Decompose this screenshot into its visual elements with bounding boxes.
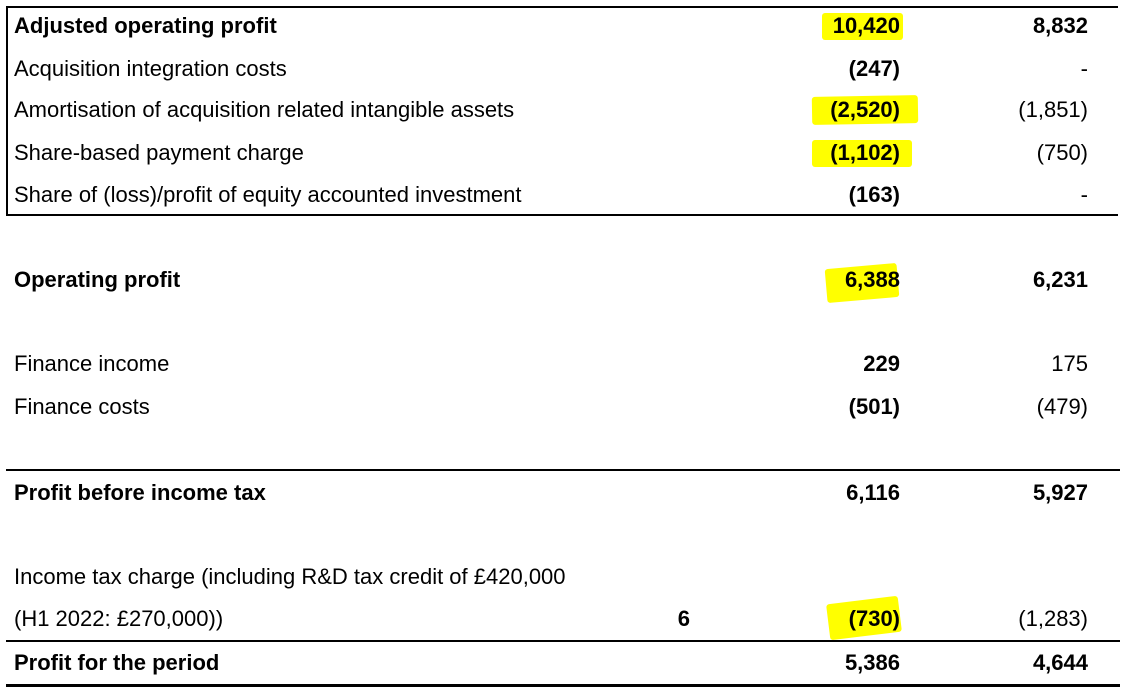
row-label: Operating profit (14, 267, 181, 292)
prior-period-value: 6,231 (1032, 267, 1088, 292)
row-label: Adjusted operating profit (14, 13, 277, 38)
note-reference: 6 (677, 606, 690, 631)
table-row: Finance income 229 175 (0, 346, 1121, 382)
current-period-value: 229 (863, 351, 900, 376)
rule-above-profit-for-period (6, 640, 1120, 642)
current-period-value: 5,386 (844, 650, 900, 675)
rule-below-profit-for-period (6, 684, 1120, 687)
table-row: Finance costs (501) (479) (0, 389, 1121, 425)
current-period-value: (730) (848, 606, 900, 631)
row-label: Profit before income tax (14, 480, 266, 505)
current-period-value: 6,116 (846, 480, 900, 505)
current-period-value: (163) (848, 182, 900, 207)
current-period-value: (2,520) (830, 97, 900, 122)
table-row: (H1 2022: £270,000)) 6 (730) (1,283) (0, 601, 1121, 637)
highlight-mark (822, 13, 903, 40)
row-label: Amortisation of acquisition related inta… (14, 97, 515, 122)
prior-period-value: 8,832 (1032, 13, 1088, 38)
current-period-value: 10,420 (832, 13, 900, 38)
current-period-value: (501) (848, 394, 900, 419)
prior-period-value: - (1080, 56, 1088, 81)
current-period-value: 6,388 (844, 267, 900, 292)
prior-period-value: (1,283) (1018, 606, 1088, 631)
current-period-value: (1,102) (830, 140, 900, 165)
table-row: Operating profit 6,388 6,231 (0, 262, 1121, 298)
adjustments-box (6, 6, 1118, 216)
row-label: Acquisition integration costs (14, 56, 287, 81)
row-label: Finance income (14, 351, 170, 376)
prior-period-value: 5,927 (1032, 480, 1088, 505)
table-row: Amortisation of acquisition related inta… (0, 92, 1121, 128)
table-row: Acquisition integration costs (247) - (0, 51, 1121, 87)
row-label: Share of (loss)/profit of equity account… (14, 182, 522, 207)
table-row: Income tax charge (including R&D tax cre… (0, 559, 1121, 595)
table-row: Profit before income tax 6,116 5,927 (0, 475, 1121, 511)
current-period-value: (247) (848, 56, 900, 81)
prior-period-value: 4,644 (1032, 650, 1088, 675)
table-row: Share-based payment charge (1,102) (750) (0, 135, 1121, 171)
prior-period-value: 175 (1051, 351, 1088, 376)
table-row: Share of (loss)/profit of equity account… (0, 177, 1121, 213)
row-label: (H1 2022: £270,000)) (14, 606, 224, 631)
row-label: Income tax charge (including R&D tax cre… (14, 564, 566, 589)
table-row: Profit for the period 5,386 4,644 (0, 645, 1121, 681)
table-row: Adjusted operating profit 10,420 8,832 (0, 8, 1121, 44)
highlight-mark (812, 140, 912, 167)
rule-above-profit-before-tax (6, 469, 1120, 471)
prior-period-value: (750) (1036, 140, 1088, 165)
row-label: Profit for the period (14, 650, 220, 675)
prior-period-value: (1,851) (1018, 97, 1088, 122)
prior-period-value: (479) (1036, 394, 1088, 419)
prior-period-value: - (1080, 182, 1088, 207)
row-label: Share-based payment charge (14, 140, 304, 165)
row-label: Finance costs (14, 394, 150, 419)
